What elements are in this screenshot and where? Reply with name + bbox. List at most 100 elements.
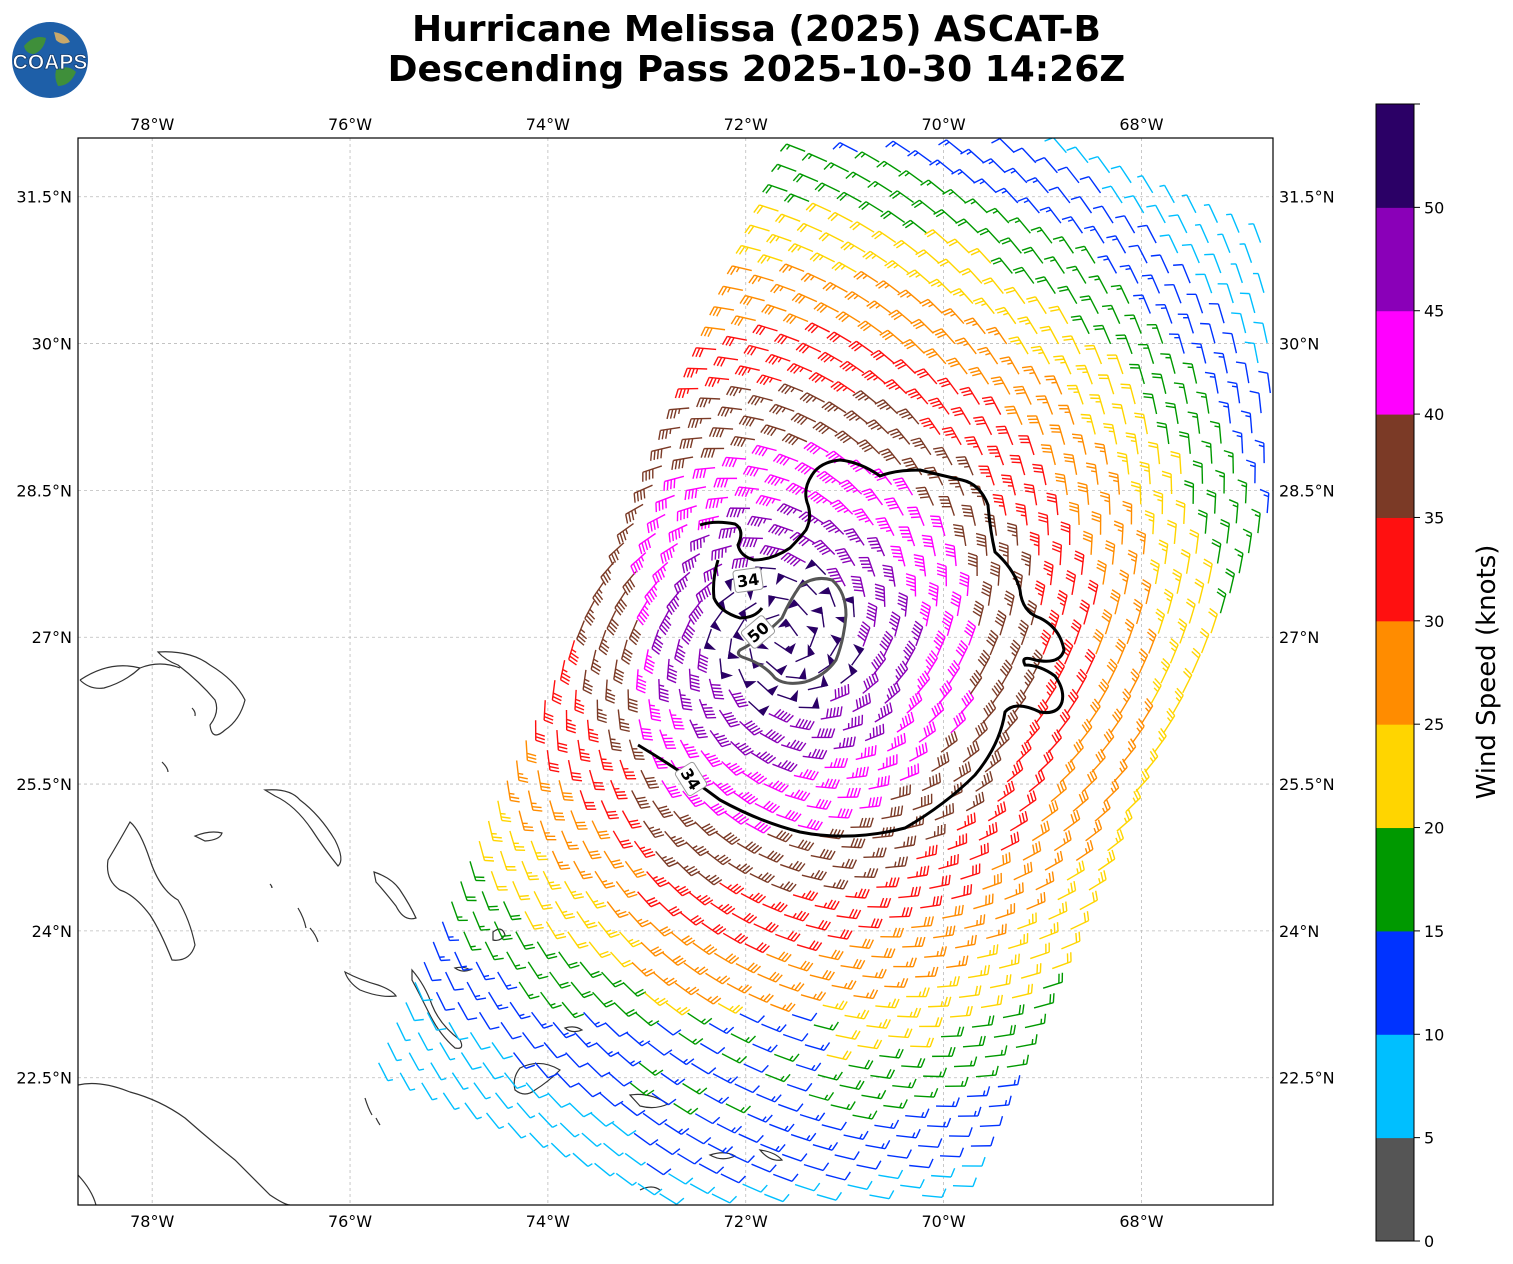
wind-barb [893, 957, 917, 968]
wind-barb [753, 921, 779, 933]
wind-barb [739, 294, 765, 306]
wind-barb [719, 658, 734, 680]
wind-barb [1119, 264, 1139, 284]
wind-barb [1252, 272, 1265, 293]
wind-barb [658, 901, 683, 917]
wind-barb [910, 437, 932, 456]
wind-barb [673, 1102, 699, 1115]
wind-barb [1029, 531, 1040, 556]
wind-barb [971, 1015, 995, 1028]
wind-barb [561, 1001, 585, 1019]
wind-barb [1075, 839, 1094, 862]
wind-barb [500, 1021, 522, 1040]
wind-barb [977, 944, 999, 959]
wind-barb [1004, 882, 1024, 900]
wind-barb [899, 763, 920, 781]
wind-barb [987, 801, 1007, 822]
wind-barb [1189, 529, 1200, 554]
wind-barb [567, 931, 589, 949]
wind-barb [981, 580, 993, 606]
wind-barb [614, 590, 628, 616]
wind-barb [940, 731, 958, 753]
wind-barb [1066, 688, 1079, 714]
wind-barb [1115, 638, 1127, 665]
wind-barb [1107, 829, 1125, 852]
wind-barb [752, 324, 778, 336]
wind-barb [1237, 479, 1248, 504]
wind-barb [608, 1072, 633, 1087]
wind-barb [1044, 375, 1063, 395]
wind-barb [482, 1062, 504, 1080]
wind-barb [565, 1052, 589, 1068]
wind-barb [655, 851, 678, 868]
wind-barb [740, 892, 767, 904]
wind-barb [1194, 578, 1205, 604]
wind-barb [734, 365, 760, 376]
wind-barb [527, 961, 549, 980]
wind-barb [951, 168, 976, 184]
wind-barb [1053, 830, 1072, 852]
wind-barb [638, 719, 653, 741]
wind-barb [1242, 528, 1253, 554]
wind-barb [683, 962, 709, 976]
wind-barb [1192, 460, 1204, 484]
wind-barb [719, 882, 745, 895]
wind-barb [736, 841, 763, 854]
wind-barb [581, 1132, 602, 1147]
wind-barb [1078, 718, 1093, 744]
wind-barb [1008, 336, 1029, 355]
wind-barb [1091, 748, 1106, 773]
wind-barb [989, 561, 1001, 586]
wind-barb [1217, 283, 1234, 304]
wind-barb [570, 981, 593, 999]
wind-barb [658, 609, 672, 636]
wind-barb [886, 732, 907, 752]
wind-barb [1004, 590, 1015, 616]
wind-barb [621, 639, 633, 665]
wind-barb [630, 552, 647, 575]
wind-barb [506, 951, 527, 970]
wind-barb [799, 392, 825, 404]
wind-barb [856, 1160, 882, 1170]
wind-barb [941, 426, 962, 446]
wind-barb [1204, 253, 1222, 274]
wind-barb [1106, 235, 1127, 254]
wind-barb [607, 729, 622, 752]
wind-barb [659, 1193, 685, 1205]
wind-barb [1015, 1034, 1038, 1048]
contour-label-34-upper: 34 [732, 567, 764, 593]
wind-barb [1206, 489, 1217, 514]
colorbar-tick-label: 45 [1424, 302, 1444, 321]
wind-barb [789, 718, 815, 731]
wind-barb [934, 803, 955, 821]
wind-barb [481, 891, 499, 911]
wind-barb [770, 1002, 796, 1013]
wind-barb [997, 780, 1015, 802]
wind-barb [852, 508, 874, 526]
wind-barb [445, 971, 464, 991]
wind-barb [738, 537, 763, 548]
wind-barb [633, 840, 656, 859]
wind-barb [953, 524, 967, 547]
wind-barb [978, 822, 998, 841]
wind-barb [573, 860, 593, 880]
wind-barb [1222, 332, 1238, 354]
wind-barb [988, 1095, 1012, 1108]
wind-barb [599, 1092, 624, 1107]
wind-barb [923, 348, 947, 365]
wind-barb [813, 302, 839, 314]
wind-barb [687, 1012, 713, 1025]
wind-barb [874, 1119, 900, 1130]
wind-barb [922, 1188, 947, 1199]
wind-barb [854, 867, 879, 879]
wind-barb [678, 1032, 704, 1045]
colorbar-swatch-5 [1376, 1034, 1414, 1139]
wind-barb [876, 160, 902, 173]
wind-barb [665, 1002, 691, 1016]
wind-barb [1039, 325, 1060, 345]
wind-barb [744, 224, 770, 235]
wind-barb [610, 951, 634, 968]
wind-barb [1139, 461, 1151, 485]
wind-barb [1015, 502, 1028, 526]
wind-barb [757, 254, 783, 264]
